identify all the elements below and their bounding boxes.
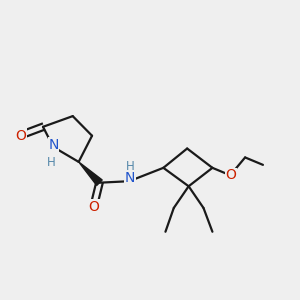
Text: H: H [125,160,134,173]
Text: O: O [15,129,26,143]
Text: N: N [124,171,135,185]
Text: N: N [48,138,59,152]
Text: O: O [226,168,237,182]
Text: H: H [46,156,56,169]
Polygon shape [79,162,102,185]
Text: O: O [89,200,100,214]
